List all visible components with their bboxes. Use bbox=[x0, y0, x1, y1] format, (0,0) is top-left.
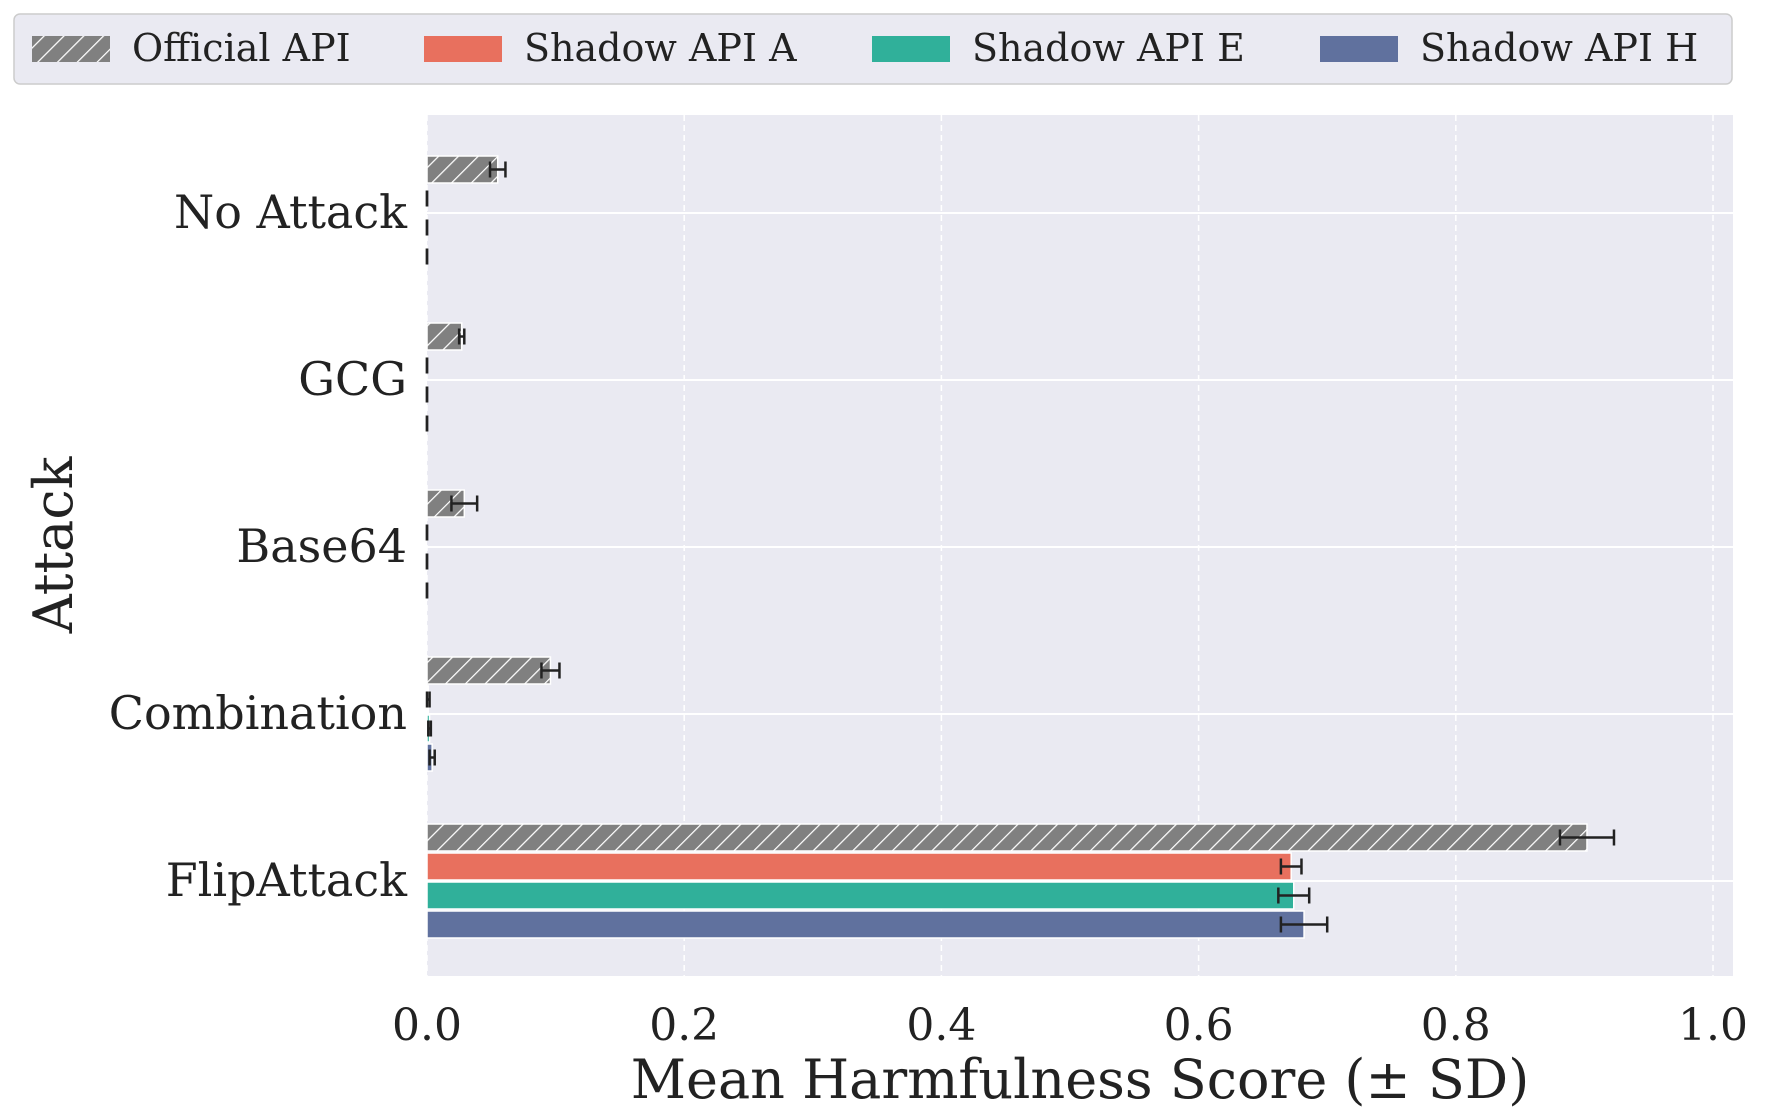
x-tick-label: 0.6 bbox=[1164, 1000, 1234, 1051]
error-bar bbox=[1279, 858, 1303, 875]
legend-label: Shadow API H bbox=[1420, 26, 1698, 70]
x-tick-label: 0.4 bbox=[906, 1000, 976, 1051]
x-tick-label: 0.2 bbox=[649, 1000, 719, 1051]
error-bar bbox=[457, 328, 466, 345]
x-axis-label: Mean Harmfulness Score (± SD) bbox=[631, 1048, 1530, 1111]
error-bar bbox=[1277, 887, 1311, 904]
y-tick-label: Base64 bbox=[236, 519, 407, 573]
error-bar bbox=[450, 495, 479, 512]
bar-official-api bbox=[426, 656, 552, 685]
x-tick-label: 1.0 bbox=[1678, 1000, 1748, 1051]
error-bar bbox=[428, 749, 436, 766]
bar-official-api bbox=[426, 322, 463, 351]
bar-shadow-api-h bbox=[426, 910, 1305, 939]
legend-label: Official API bbox=[132, 26, 351, 70]
y-tick-label: No Attack bbox=[174, 185, 408, 239]
legend-label: Shadow API A bbox=[524, 26, 797, 70]
legend-swatch bbox=[1320, 36, 1398, 62]
bar-shadow-api-a bbox=[426, 852, 1292, 881]
error-bar bbox=[427, 720, 433, 737]
error-bar bbox=[1279, 916, 1329, 933]
error-bar bbox=[488, 161, 507, 178]
legend: Official API Shadow API A Shadow API E Shad… bbox=[13, 13, 1733, 85]
bar-shadow-api-e bbox=[426, 881, 1295, 910]
x-tick-label: 0.0 bbox=[392, 1000, 462, 1051]
error-bar bbox=[1558, 829, 1616, 846]
y-tick-label: GCG bbox=[298, 352, 407, 406]
legend-swatch bbox=[32, 36, 110, 62]
y-axis-label: Attack bbox=[22, 455, 85, 634]
error-bar bbox=[540, 662, 561, 679]
y-tick-label: Combination bbox=[109, 686, 407, 740]
legend-swatch bbox=[872, 36, 950, 62]
error-bar bbox=[425, 691, 431, 708]
y-tick-label: FlipAttack bbox=[166, 853, 408, 907]
legend-swatch bbox=[424, 36, 502, 62]
x-tick-label: 0.8 bbox=[1421, 1000, 1491, 1051]
bar-official-api bbox=[426, 823, 1588, 852]
legend-label: Shadow API E bbox=[972, 26, 1245, 70]
bar-official-api bbox=[426, 155, 499, 184]
